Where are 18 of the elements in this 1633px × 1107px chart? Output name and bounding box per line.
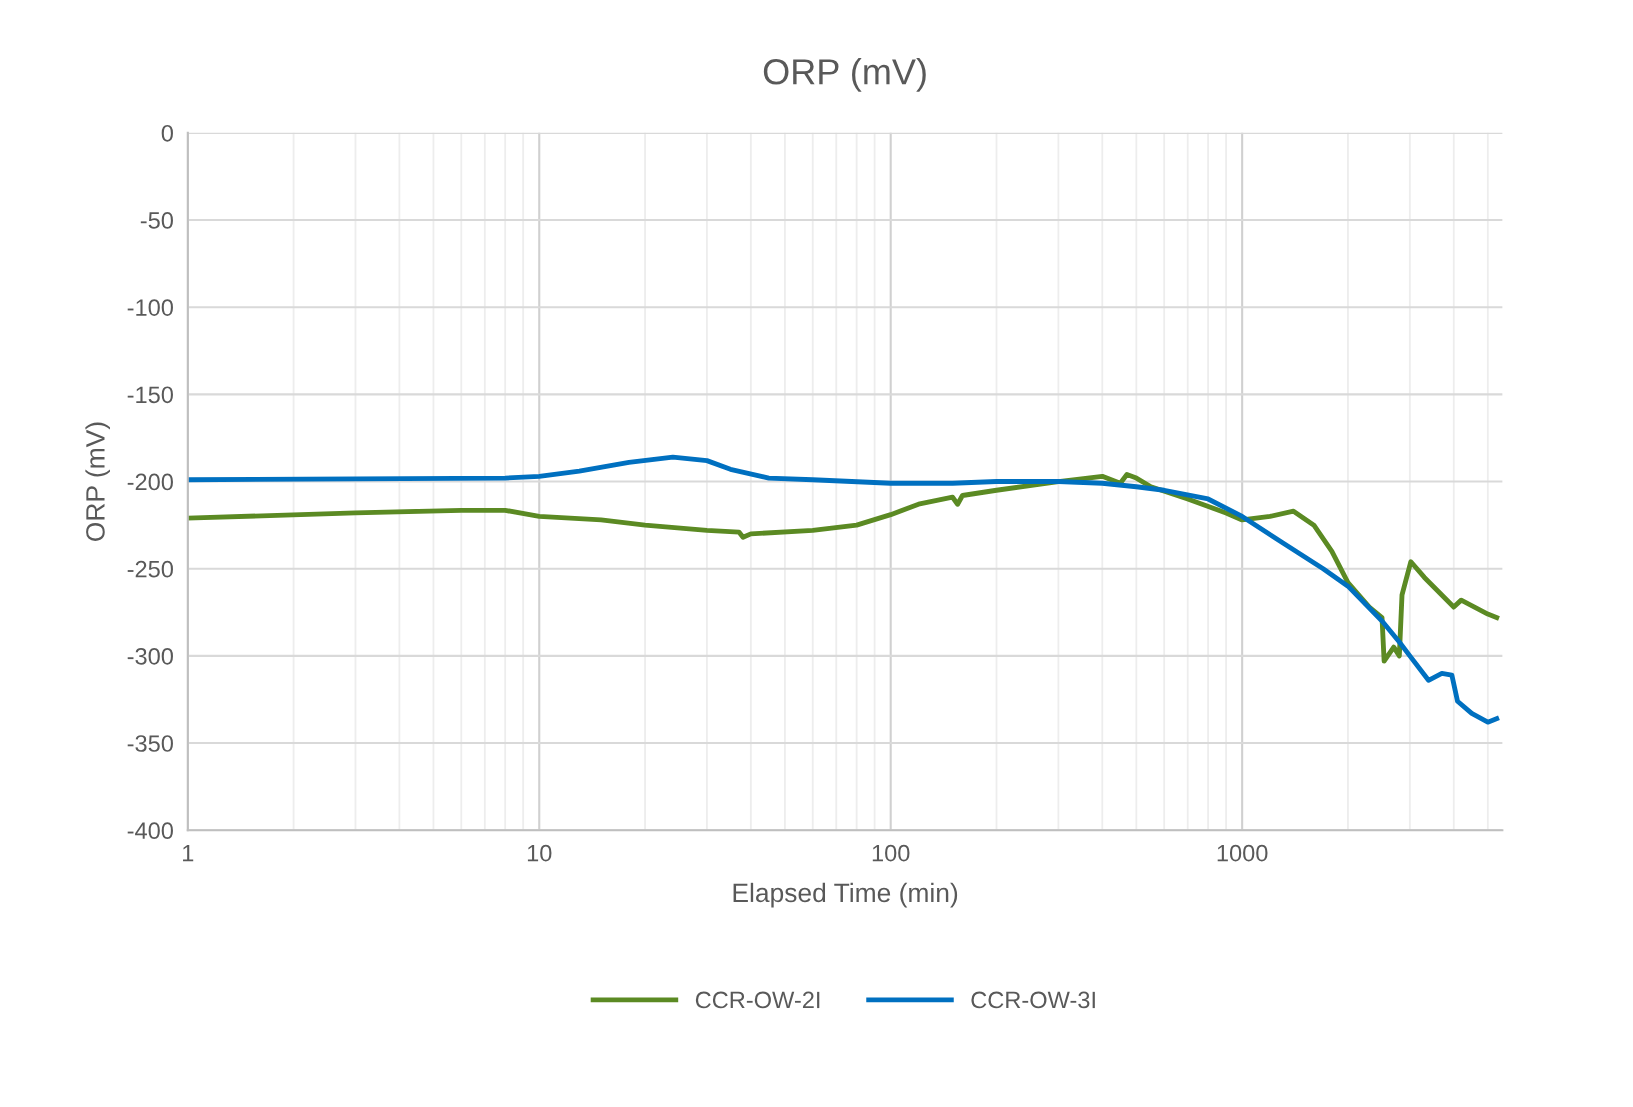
y-axis-title: ORP (mV) bbox=[85, 422, 110, 541]
y-tick-label: -200 bbox=[127, 473, 173, 491]
legend-label: CCR-OW-3I bbox=[971, 991, 1095, 1009]
chart-title: ORP (mV) bbox=[763, 58, 926, 92]
y-tick-label: -250 bbox=[127, 560, 173, 578]
y-tick-label: -400 bbox=[127, 822, 173, 840]
legend-label: CCR-OW-2I bbox=[695, 991, 820, 1009]
y-tick-label: 0 bbox=[161, 124, 173, 142]
x-tick-label: 10 bbox=[527, 844, 552, 862]
x-axis-title: Elapsed Time (min) bbox=[733, 882, 958, 908]
y-tick-label: -350 bbox=[127, 735, 173, 752]
y-tick-label: -150 bbox=[127, 386, 173, 404]
x-tick-label: 1000 bbox=[1217, 844, 1268, 862]
x-tick-label: 100 bbox=[872, 844, 910, 862]
y-tick-label: -100 bbox=[127, 299, 173, 316]
x-tick-label: 1 bbox=[183, 845, 194, 862]
y-tick-label: -300 bbox=[127, 647, 173, 665]
y-tick-label: -50 bbox=[140, 212, 173, 229]
